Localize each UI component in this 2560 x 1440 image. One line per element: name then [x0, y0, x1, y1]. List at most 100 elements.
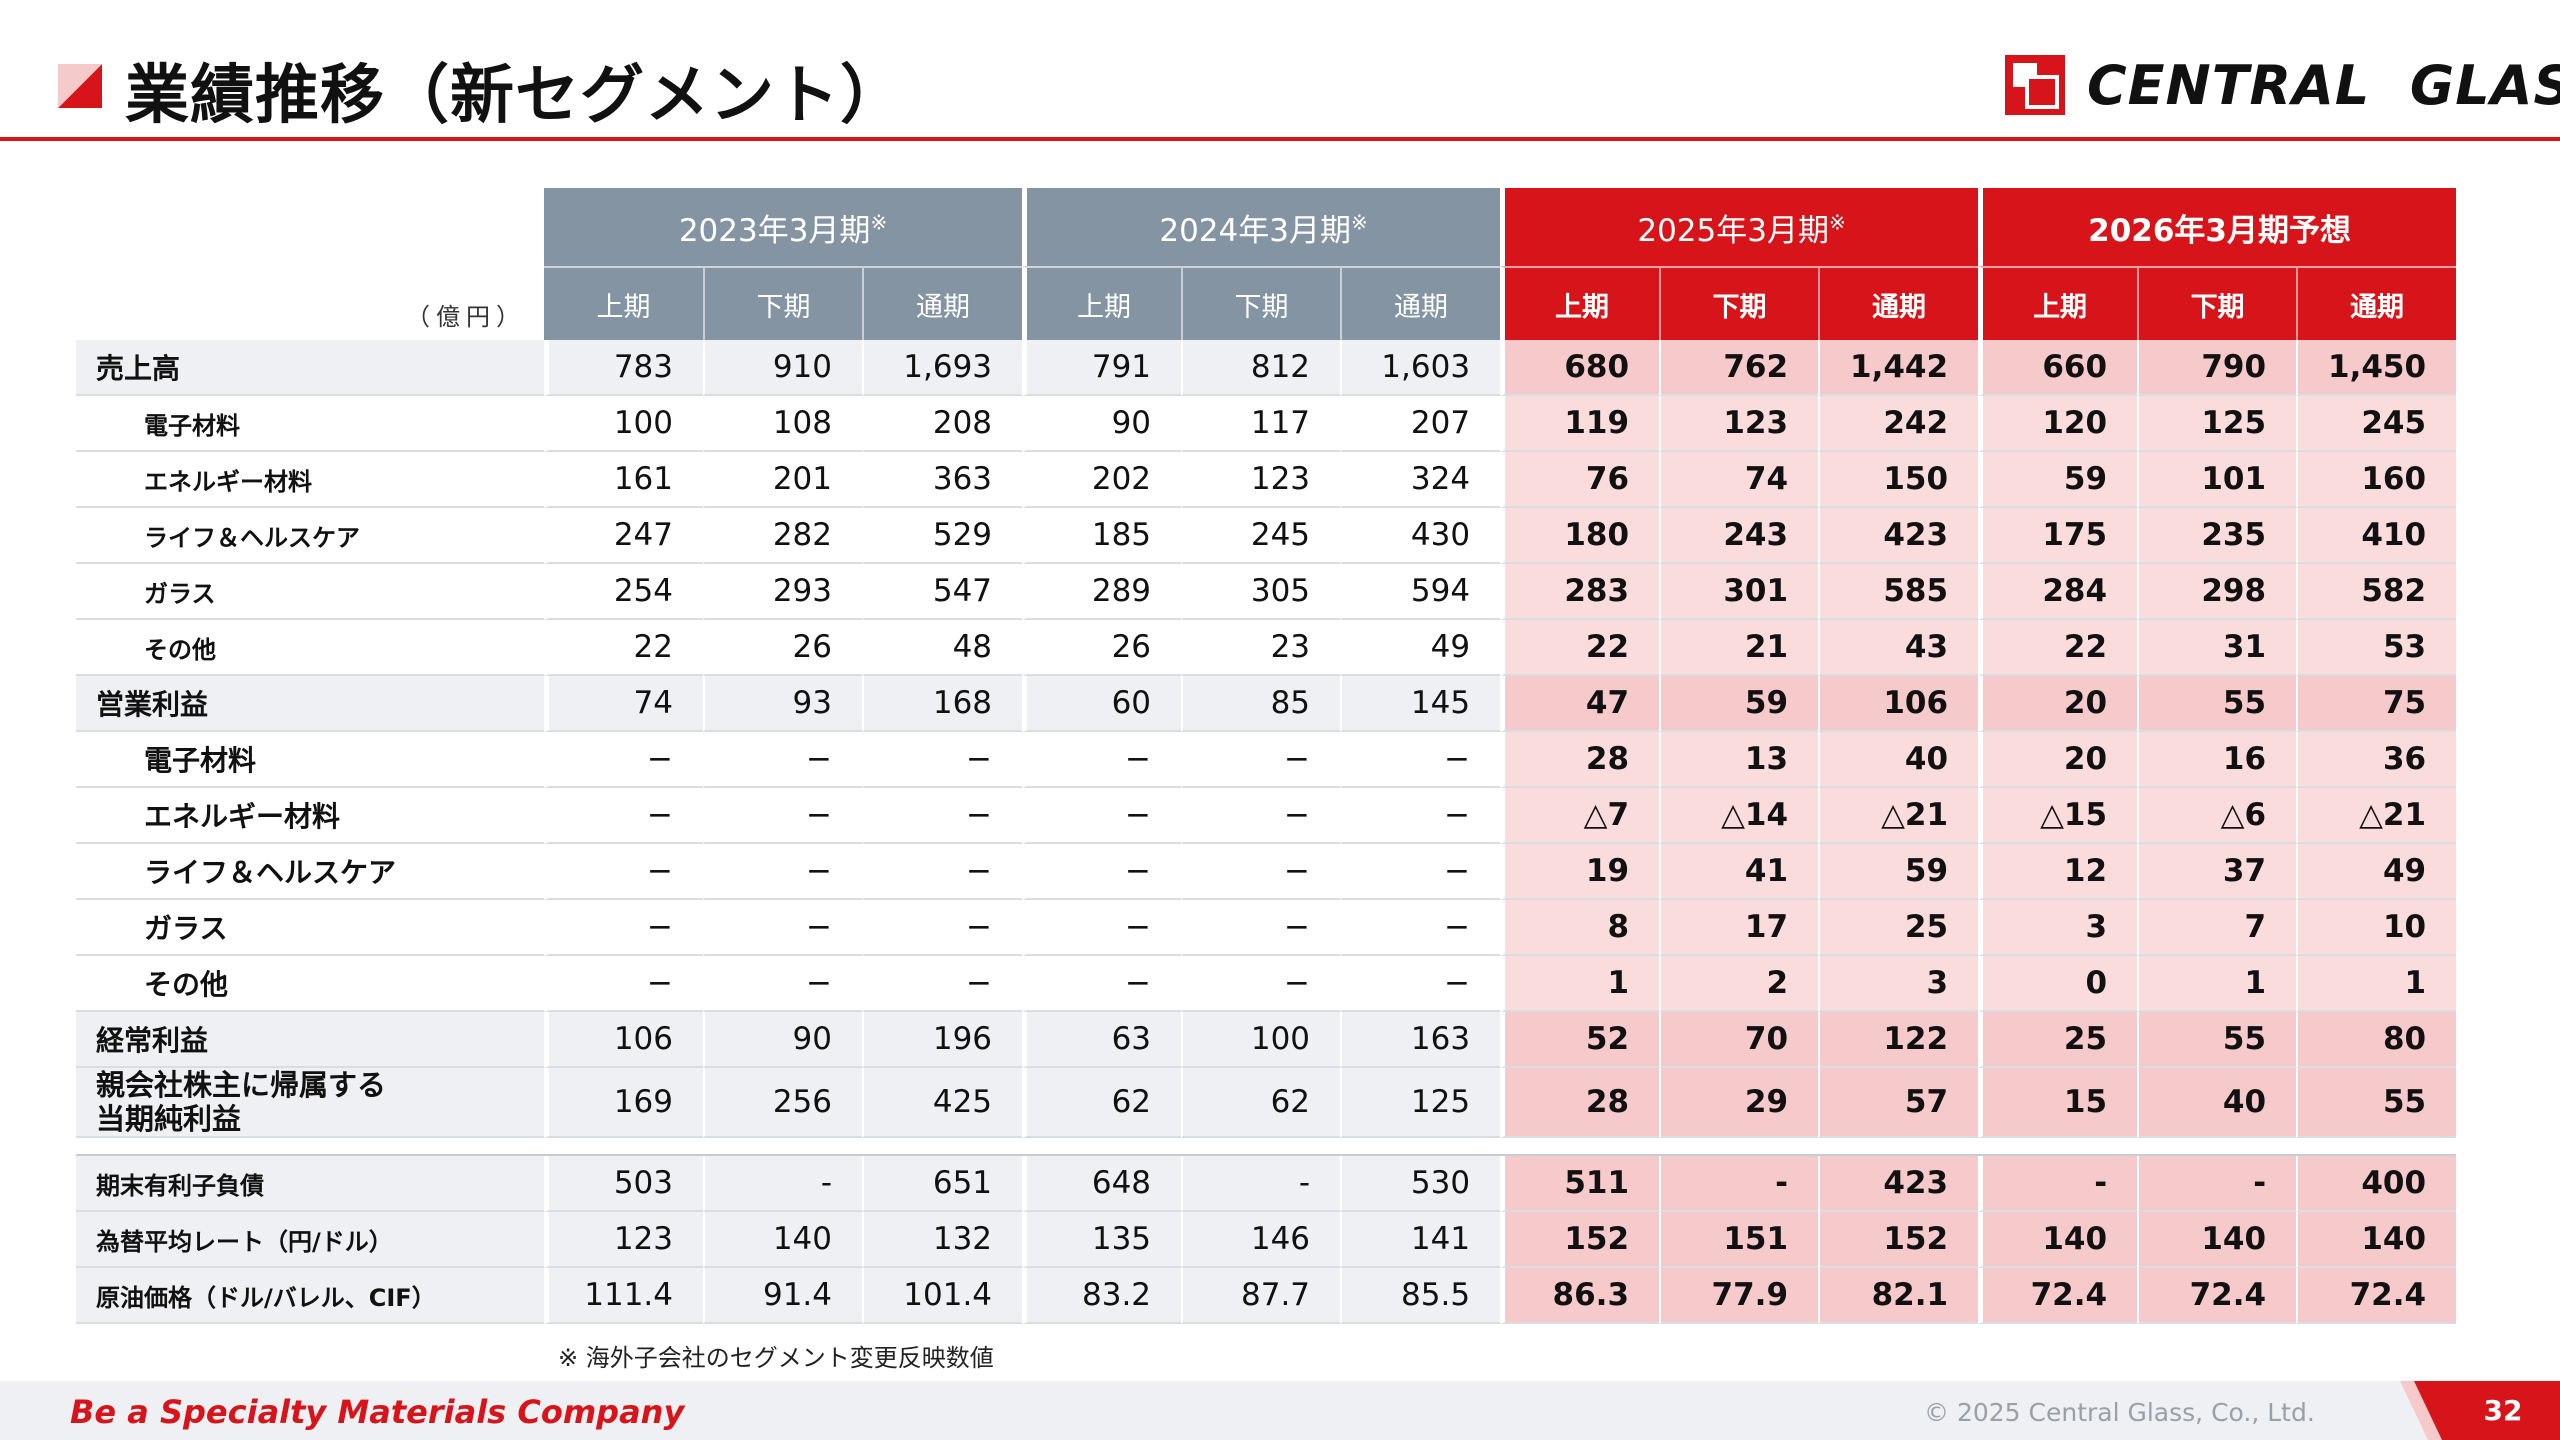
table-cell: -: [1659, 1156, 1819, 1212]
table-cell: 22: [544, 620, 703, 676]
table-cell: 53: [2296, 620, 2457, 676]
table-row: エネルギー材料 − − − − − − △7 △14 △21 △15 △6 △21: [76, 788, 2457, 844]
table-cell: 582: [2296, 564, 2457, 620]
table-cell: −: [1340, 844, 1501, 900]
page-number: 32: [2483, 1394, 2523, 1427]
table-cell: △7: [1500, 788, 1660, 844]
table-cell: 70: [1659, 1012, 1819, 1068]
row-label: 経常利益: [76, 1012, 544, 1068]
table-cell: 910: [703, 340, 862, 396]
table-cell: −: [1022, 900, 1182, 956]
table-cell: 762: [1659, 340, 1819, 396]
table-cell: 15: [1978, 1068, 2138, 1138]
table-cell: 28: [1500, 732, 1660, 788]
table-cell: 324: [1340, 452, 1501, 508]
row-label: 原油価格（ドル/バレル、CIF）: [76, 1268, 544, 1324]
table-cell: 1: [2296, 956, 2457, 1012]
table-cell: 59: [1659, 676, 1819, 732]
table-cell: 1,442: [1818, 340, 1979, 396]
subheader-second-half: 下期: [2137, 266, 2297, 340]
company-logo: CENTRAL GLASS: [2005, 50, 2560, 120]
row-label: 期末有利子負債: [76, 1156, 544, 1212]
table-cell: −: [544, 956, 703, 1012]
table-cell: 160: [2296, 452, 2457, 508]
table-cell: 101: [2137, 452, 2297, 508]
table-cell: 55: [2137, 676, 2297, 732]
table-cell: 410: [2296, 508, 2457, 564]
table-cell: 511: [1500, 1156, 1660, 1212]
table-cell: 423: [1818, 508, 1979, 564]
table-row: 期末有利子負債 503-651 648-530 511-423- -400: [76, 1156, 2457, 1212]
table-cell: 152: [1500, 1212, 1660, 1268]
table-cell: 43: [1818, 620, 1979, 676]
table-cell: 76: [1500, 452, 1660, 508]
table-cell: 19: [1500, 844, 1660, 900]
table-cell: 547: [862, 564, 1023, 620]
table-cell: 207: [1340, 396, 1501, 452]
table-row: 経常利益 106 90 196 63 100 163 52 70 122 25 55 80: [76, 1012, 2457, 1068]
table-row: その他 − − − − − −1 2 3 0 1 1: [76, 956, 2457, 1012]
table-cell: 168: [862, 676, 1023, 732]
table-cell: 106: [544, 1012, 703, 1068]
table-cell: 55: [2296, 1068, 2457, 1138]
table-cell: 74: [544, 676, 703, 732]
table-cell: 28: [1500, 1068, 1660, 1138]
subheader-full-year: 通期: [1818, 266, 1979, 340]
spacer-cell: [76, 1138, 2457, 1156]
table-cell: 122: [1818, 1012, 1979, 1068]
table-cell: -: [1978, 1156, 2138, 1212]
table-cell: 77.9: [1659, 1268, 1819, 1324]
table-cell: −: [703, 788, 862, 844]
table-cell: 282: [703, 508, 862, 564]
table-row: 電子材料 100 108 208 90 117 207 119 123 242 120 125 245: [76, 396, 2457, 452]
table-cell: 2: [1659, 956, 1819, 1012]
subheader-first-half: 上期: [1500, 266, 1660, 340]
unit-label: （億円）: [406, 303, 526, 331]
table-cell: 20: [1978, 732, 2138, 788]
table-cell: 85.5: [1340, 1268, 1501, 1324]
table-cell: 293: [703, 564, 862, 620]
table-cell: 151: [1659, 1212, 1819, 1268]
row-label: エネルギー材料: [76, 452, 544, 508]
table-cell: 150: [1818, 452, 1979, 508]
table-cell: 585: [1818, 564, 1979, 620]
table-cell: 145: [1340, 676, 1501, 732]
table-cell: −: [1181, 732, 1341, 788]
table-cell: 1,603: [1340, 340, 1501, 396]
table-cell: 783: [544, 340, 703, 396]
table-row: エネルギー材料 161 201 363 202 123 324 76 74 150 59 101 160: [76, 452, 2457, 508]
page-title: 業績推移（新セグメント）: [125, 59, 905, 133]
table-cell: 22: [1978, 620, 2138, 676]
table-cell: 196: [862, 1012, 1023, 1068]
subheader-full-year: 通期: [862, 266, 1023, 340]
table-cell: 72.4: [2137, 1268, 2297, 1324]
table-cell: 75: [2296, 676, 2457, 732]
table-cell: 169: [544, 1068, 703, 1138]
table-cell: −: [1181, 900, 1341, 956]
title-divider: [0, 137, 2560, 141]
table-row: 為替平均レート（円/ドル） 123 140 132 135 146 141 152 151 152…: [76, 1212, 2457, 1268]
table-cell: -: [2137, 1156, 2297, 1212]
table-cell: △15: [1978, 788, 2138, 844]
row-label: その他: [76, 956, 544, 1012]
table-cell: 400: [2296, 1156, 2457, 1212]
logo-text: CENTRAL GLASS: [2087, 53, 2560, 117]
row-label: ライフ＆ヘルスケア: [76, 508, 544, 564]
period-header-fy2026-forecast: 2026年3月期予想: [1978, 188, 2457, 266]
footer-tagline: Be a Specialty Materials Company: [70, 1393, 685, 1431]
table-cell: 254: [544, 564, 703, 620]
table-cell: −: [1340, 788, 1501, 844]
table-cell: −: [703, 732, 862, 788]
row-label: 売上高: [76, 340, 544, 396]
table-row: 売上高 783 910 1,693 791 812 1,603 680 762 1,442 660 7…: [76, 340, 2457, 396]
table-cell: 161: [544, 452, 703, 508]
table-cell: 22: [1500, 620, 1660, 676]
table-cell: 284: [1978, 564, 2138, 620]
table-cell: 8: [1500, 900, 1660, 956]
table-cell: −: [862, 956, 1023, 1012]
table-cell: 106: [1818, 676, 1979, 732]
table-cell: 0: [1978, 956, 2138, 1012]
table-cell: 62: [1022, 1068, 1182, 1138]
table-cell: 72.4: [2296, 1268, 2457, 1324]
row-label: 電子材料: [76, 396, 544, 452]
